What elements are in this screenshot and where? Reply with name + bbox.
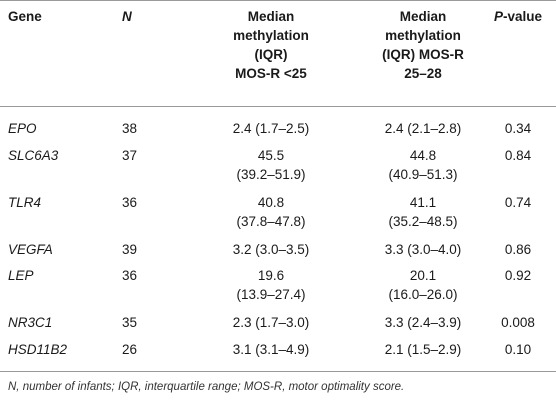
- n-cell: 38: [122, 121, 138, 136]
- median1-cell: 19.6 (13.9–27.4): [236, 268, 306, 302]
- header-gene: Gene: [8, 9, 42, 24]
- header-median2-line3: (IQR) MOS-R: [382, 47, 464, 62]
- header-p-suffix: -value: [502, 9, 543, 24]
- n-cell: 35: [122, 315, 138, 330]
- header-median2-line4: 25–28: [404, 66, 442, 81]
- gene-cell: TLR4: [8, 195, 42, 210]
- table-bottom-rule: [0, 371, 556, 372]
- header-median-mos-lt25: Median methylation (IQR) MOS-R <25: [206, 7, 336, 83]
- header-median1-line3: (IQR): [254, 47, 288, 62]
- median1-cell: 3.2 (3.0–3.5): [232, 242, 310, 257]
- header-median2-line2: methylation: [385, 28, 461, 43]
- median2-cell: 41.1 (35.2–48.5): [388, 195, 458, 229]
- p-value-cell: 0.84: [504, 148, 532, 163]
- median2-cell: 3.3 (3.0–4.0): [384, 242, 462, 257]
- p-value-cell: 0.92: [504, 268, 532, 283]
- table-footnote: N, number of infants; IQR, interquartile…: [8, 381, 405, 393]
- header-median2-line1: Median: [399, 9, 447, 24]
- median2-cell: 20.1 (16.0–26.0): [388, 268, 458, 302]
- n-cell: 26: [122, 342, 138, 357]
- median1-cell: 40.8 (37.8–47.8): [236, 195, 306, 229]
- header-median1-line1: Median: [247, 9, 295, 24]
- median1-cell: 3.1 (3.1–4.9): [232, 342, 310, 357]
- header-median1-line2: methylation: [233, 28, 309, 43]
- table-top-rule: [0, 0, 556, 1]
- header-p-prefix: P: [493, 9, 503, 24]
- median2-cell: 44.8 (40.9–51.3): [388, 148, 458, 182]
- p-value-cell: 0.008: [501, 315, 535, 330]
- header-median1-line4: MOS-R <25: [235, 66, 307, 81]
- p-value-cell: 0.10: [504, 342, 532, 357]
- p-value-cell: 0.86: [504, 242, 532, 257]
- median1-cell: 45.5 (39.2–51.9): [236, 148, 306, 182]
- gene-cell: LEP: [8, 268, 34, 283]
- n-cell: 36: [122, 268, 138, 283]
- header-median-mos-25-28: Median methylation (IQR) MOS-R 25–28: [358, 7, 488, 83]
- gene-cell: EPO: [8, 121, 37, 136]
- header-p-value: P-value: [490, 7, 546, 26]
- median1-cell: 2.4 (1.7–2.5): [232, 121, 310, 136]
- median2-cell: 2.4 (2.1–2.8): [384, 121, 462, 136]
- median1-cell: 2.3 (1.7–3.0): [232, 315, 310, 330]
- n-cell: 36: [122, 195, 138, 210]
- header-n: N: [122, 9, 132, 24]
- median2-cell: 3.3 (2.4–3.9): [384, 315, 462, 330]
- n-cell: 37: [122, 148, 138, 163]
- gene-cell: SLC6A3: [8, 148, 59, 163]
- header-divider-rule: [0, 106, 556, 107]
- p-value-cell: 0.74: [504, 195, 532, 210]
- n-cell: 39: [122, 242, 138, 257]
- gene-cell: HSD11B2: [8, 342, 68, 357]
- gene-cell: VEGFA: [8, 242, 53, 257]
- p-value-cell: 0.34: [504, 121, 532, 136]
- median2-cell: 2.1 (1.5–2.9): [384, 342, 462, 357]
- gene-cell: NR3C1: [8, 315, 53, 330]
